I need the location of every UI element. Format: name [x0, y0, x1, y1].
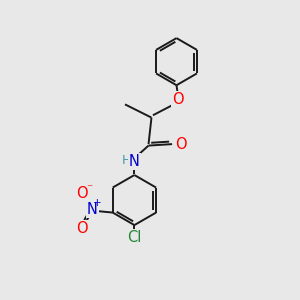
Text: O: O — [172, 92, 184, 107]
Text: +: + — [92, 198, 101, 208]
Text: O: O — [176, 136, 187, 152]
Text: ⁻: ⁻ — [87, 182, 93, 196]
Text: H: H — [122, 154, 131, 167]
Text: Cl: Cl — [127, 230, 142, 245]
Text: N: N — [87, 202, 98, 217]
Text: O: O — [76, 186, 88, 201]
Text: O: O — [76, 221, 88, 236]
Text: N: N — [129, 154, 140, 169]
